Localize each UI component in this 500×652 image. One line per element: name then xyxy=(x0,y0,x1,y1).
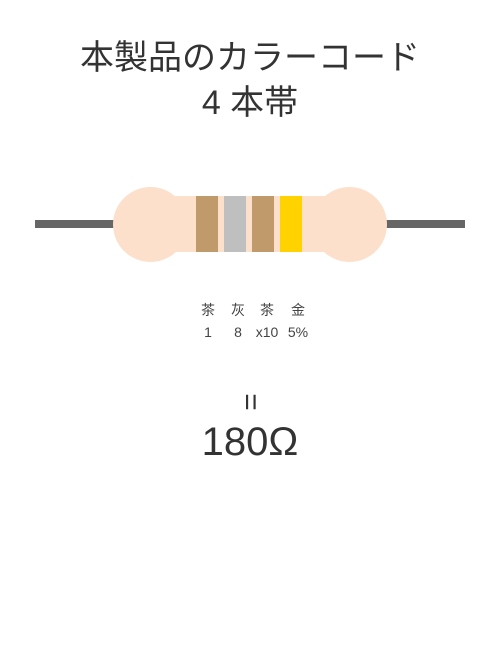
band-name-4: 金 xyxy=(280,300,316,320)
color-band-1 xyxy=(196,196,218,252)
resistor-endcap-right xyxy=(312,187,387,262)
resistor-endcap-left xyxy=(113,187,188,262)
title-line-2: 4 本帯 xyxy=(0,75,500,124)
color-band-4 xyxy=(280,196,302,252)
band-value-4: 5% xyxy=(280,324,316,340)
equals-symbol: = xyxy=(233,152,267,652)
title-line-1: 本製品のカラーコード xyxy=(0,30,500,79)
lead-wire-left xyxy=(35,220,120,228)
band-label-4: 金 5% xyxy=(280,300,316,340)
lead-wire-right xyxy=(380,220,465,228)
result-value: 180Ω xyxy=(0,420,500,465)
